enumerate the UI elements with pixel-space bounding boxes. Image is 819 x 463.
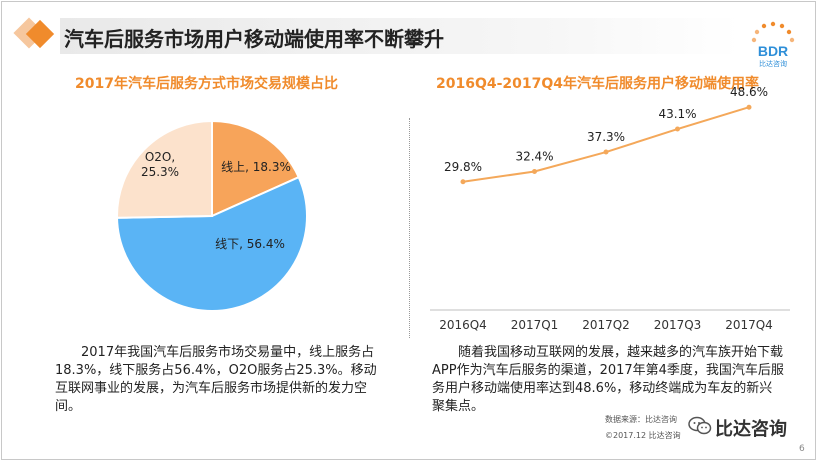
bdr-logo: BDR 比达咨询 bbox=[751, 21, 795, 68]
x-tick-2016Q4: 2016Q4 bbox=[439, 318, 487, 332]
data-label-2016Q4: 29.8% bbox=[444, 160, 482, 174]
data-source: 数据来源：比达咨询 bbox=[605, 415, 677, 424]
column-divider bbox=[409, 118, 410, 338]
line-description: 随着我国移动互联网的发展，越来越多的汽车族开始下载APP作为汽车后服务的渠道，2… bbox=[432, 345, 784, 414]
page-title: 汽车后服务市场用户移动端使用率不断攀升 bbox=[64, 27, 444, 51]
wechat-icon bbox=[688, 416, 712, 435]
logo-subtext: 比达咨询 bbox=[759, 59, 787, 68]
pie-slice-线下 bbox=[115, 175, 308, 312]
data-point-2017Q3 bbox=[675, 126, 680, 132]
header-band bbox=[60, 18, 740, 54]
pie-description: 2017年我国汽车后服务市场交易量中，线上服务占18.3%，线下服务占56.4%… bbox=[55, 345, 377, 414]
line-chart: 29.8% 2016Q4 32.4% 2017Q1 37.3% 2017Q2 43.1% 20… bbox=[430, 85, 790, 332]
data-label-2017Q1: 32.4% bbox=[515, 149, 553, 163]
pie-slice-O2O bbox=[116, 119, 213, 219]
pie-label-O2O: O2O, 25.3% bbox=[141, 150, 179, 179]
x-tick-2017Q4: 2017Q4 bbox=[725, 318, 773, 332]
data-label-2017Q3: 43.1% bbox=[658, 107, 696, 121]
pie-chart-title: 2017年汽车后服务方式市场交易规模占比 bbox=[75, 76, 338, 92]
data-point-2017Q2 bbox=[603, 149, 609, 155]
logo-ring-dots bbox=[751, 21, 795, 43]
pie-slice-线上 bbox=[211, 119, 301, 218]
pie-label-线上: 线上, 18.3% bbox=[221, 160, 291, 174]
data-label-2017Q4: 48.6% bbox=[730, 85, 768, 99]
x-tick-2017Q3: 2017Q3 bbox=[654, 318, 702, 332]
data-point-2017Q1 bbox=[532, 168, 537, 174]
slide-header: 汽车后服务市场用户移动端使用率不断攀升 BDR 比达咨询 bbox=[0, 14, 819, 68]
page-number: 6 bbox=[799, 444, 805, 454]
pie-chart: 线上, 18.3% 线下, 56.4% O2O, 25.3% bbox=[115, 119, 308, 312]
data-point-2016Q4 bbox=[460, 179, 466, 185]
line-chart-title: 2016Q4-2017Q4年汽车后服务用户移动端使用率 bbox=[436, 76, 760, 92]
watermark: 比达咨询 bbox=[715, 419, 787, 440]
pie-label-线下: 线下, 56.4% bbox=[215, 237, 285, 251]
series-line bbox=[462, 106, 750, 183]
copyright: ©2017.12 比达咨询 bbox=[605, 431, 681, 440]
logo-text: BDR bbox=[758, 43, 788, 59]
x-tick-2017Q1: 2017Q1 bbox=[511, 318, 559, 332]
x-tick-2017Q2: 2017Q2 bbox=[582, 318, 630, 332]
data-label-2017Q2: 37.3% bbox=[587, 130, 625, 144]
data-point-2017Q4 bbox=[746, 104, 752, 110]
